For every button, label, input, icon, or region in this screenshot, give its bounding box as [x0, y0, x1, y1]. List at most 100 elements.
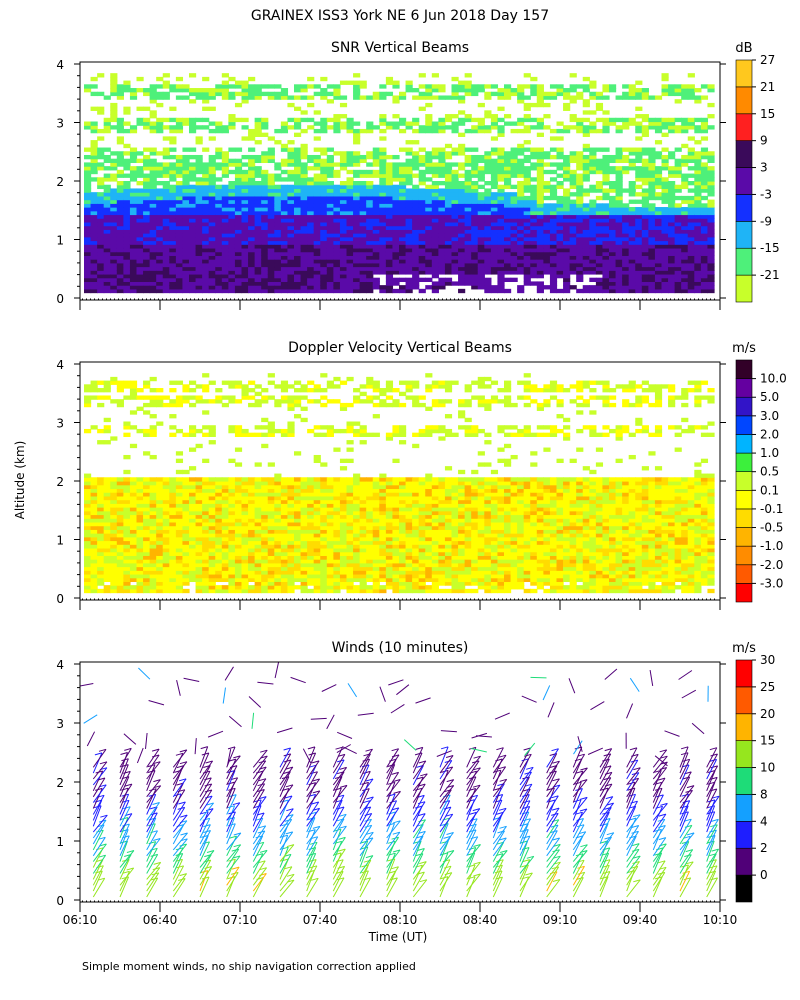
snr-cell: [602, 177, 610, 182]
snr-cell: [707, 102, 715, 108]
snr-cell: [182, 203, 190, 208]
snr-cell: [694, 247, 702, 253]
snr-cell: [536, 207, 544, 212]
snr-cell: [326, 84, 334, 89]
doppler-cell: [156, 540, 164, 545]
snr-cell: [602, 214, 610, 219]
snr-cell: [116, 225, 124, 230]
snr-cell: [615, 240, 623, 245]
snr-cell: [700, 262, 709, 268]
snr-cell: [399, 207, 407, 212]
snr-cell: [504, 158, 512, 164]
snr-cell: [143, 247, 151, 253]
snr-cell: [261, 221, 269, 227]
snr-cell: [694, 188, 702, 193]
snr-cell: [444, 203, 453, 208]
doppler-cell: [136, 514, 144, 519]
snr-cell: [189, 233, 197, 238]
snr-cell: [602, 281, 610, 286]
doppler-cell: [234, 588, 243, 594]
doppler-cell: [129, 388, 138, 393]
snr-cell: [90, 270, 98, 275]
snr-cell: [412, 203, 420, 208]
snr-cell: [346, 184, 354, 190]
snr-cell: [399, 262, 407, 268]
snr-cell: [90, 281, 98, 286]
snr-cell: [346, 225, 354, 230]
snr-cell: [287, 259, 295, 264]
snr-cell: [549, 162, 558, 167]
snr-cell: [530, 195, 538, 201]
snr-cell: [700, 95, 709, 100]
snr-cell: [635, 218, 643, 223]
doppler-cell: [169, 492, 177, 497]
snr-cell: [549, 192, 558, 197]
snr-cell: [307, 207, 315, 212]
snr-cell: [221, 259, 229, 264]
snr-cell: [471, 117, 479, 123]
snr-cell: [556, 136, 564, 141]
doppler-cell: [129, 544, 138, 549]
snr-cell: [84, 203, 92, 208]
snr-cell: [280, 259, 289, 264]
snr-cell: [90, 76, 98, 82]
doppler-cell: [143, 559, 151, 564]
snr-cell: [477, 203, 485, 208]
snr-cell: [182, 277, 190, 283]
snr-cell: [576, 266, 584, 271]
snr-cell: [294, 229, 302, 234]
snr-cell: [569, 184, 577, 190]
snr-cell: [366, 225, 374, 230]
snr-cell: [477, 117, 485, 123]
doppler-cell: [182, 384, 190, 389]
snr-cell: [451, 255, 459, 260]
snr-cell: [615, 199, 623, 204]
snr-cell: [674, 214, 682, 219]
snr-cell: [84, 273, 92, 279]
snr-cell: [700, 270, 709, 275]
snr-cell: [261, 91, 269, 97]
snr-cell: [379, 151, 387, 156]
doppler-cell: [215, 577, 223, 583]
snr-cell: [228, 114, 236, 119]
snr-cell: [412, 188, 420, 193]
doppler-cell: [103, 529, 111, 534]
snr-cell: [615, 210, 623, 216]
snr-cell: [156, 240, 164, 245]
snr-cell: [379, 251, 387, 256]
snr-cell: [681, 251, 689, 256]
doppler-cell: [116, 495, 124, 501]
snr-cell: [320, 203, 328, 208]
snr-cell: [497, 117, 505, 123]
snr-cell: [123, 277, 131, 283]
snr-cell: [103, 192, 111, 197]
snr-cell: [589, 166, 597, 171]
snr-cell: [248, 95, 256, 100]
snr-cell: [477, 184, 485, 190]
doppler-cell: [123, 503, 131, 508]
snr-cell: [595, 218, 604, 223]
snr-cell: [90, 195, 98, 201]
doppler-cell: [136, 525, 144, 530]
snr-cell: [353, 158, 361, 164]
snr-cell: [392, 259, 400, 264]
snr-cell: [300, 225, 308, 230]
colorbar-swatch: [735, 140, 753, 168]
doppler-cell: [156, 399, 164, 404]
snr-cell: [569, 151, 577, 156]
snr-cell: [549, 154, 558, 160]
snr-cell: [451, 177, 459, 182]
doppler-cell: [221, 503, 229, 508]
doppler-cell: [84, 547, 92, 553]
doppler-cell: [175, 544, 184, 549]
snr-cell: [346, 169, 354, 175]
snr-cell: [248, 210, 256, 216]
snr-cell: [681, 195, 689, 201]
snr-cell: [359, 236, 367, 242]
snr-cell: [195, 270, 203, 275]
doppler-cell: [169, 573, 177, 579]
snr-cell: [694, 236, 702, 242]
snr-cell: [123, 184, 131, 190]
snr-cell: [530, 210, 538, 216]
snr-cell: [261, 270, 269, 275]
